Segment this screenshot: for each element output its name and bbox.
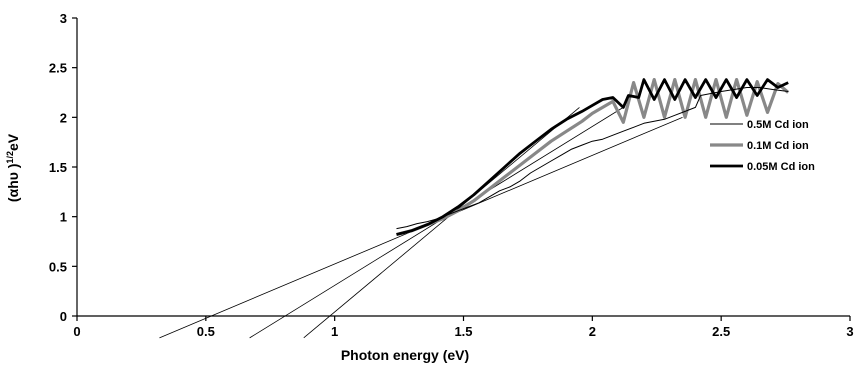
y-tick-label: 0.5	[49, 259, 67, 274]
y-tick-label: 3	[60, 11, 67, 26]
y-axis-title-main: (αhυ )	[5, 164, 21, 203]
ticks: 0 0.5 1 1.5 2 2.5 3 0 0.5 1 1.5 2 2.5 3	[49, 11, 854, 339]
y-axis-title-unit: eV	[5, 133, 21, 151]
legend-label: 0.5M Cd ion	[747, 119, 809, 131]
x-tick-label: 3	[846, 324, 853, 339]
x-tick-label: 2.5	[712, 324, 730, 339]
series-line-2	[396, 78, 789, 236]
x-axis-title: Photon energy (eV)	[341, 347, 469, 363]
series-line-1	[396, 77, 790, 237]
legend-label: 0.05M Cd ion	[747, 161, 815, 173]
x-tick-label: 1	[331, 324, 338, 339]
legend-label: 0.1M Cd ion	[747, 140, 809, 152]
legend: 0.5M Cd ion 0.1M Cd ion 0.05M Cd ion	[710, 119, 815, 173]
data-series	[396, 77, 790, 237]
y-axis-title-sup: 1/2	[5, 151, 15, 164]
y-tick-label: 1.5	[49, 160, 67, 175]
y-tick-label: 2.5	[49, 61, 67, 76]
y-tick-label: 0	[60, 309, 67, 324]
series-line-0	[396, 87, 789, 230]
x-tick-label: 1.5	[454, 324, 472, 339]
y-axis-title: (αhυ )1/2eV	[5, 133, 21, 202]
x-tick-label: 0	[73, 324, 80, 339]
x-tick-label: 2	[589, 324, 596, 339]
extrapolation-line	[303, 107, 580, 339]
y-tick-label: 1	[60, 210, 67, 225]
y-tick-label: 2	[60, 110, 67, 125]
x-tick-label: 0.5	[197, 324, 215, 339]
